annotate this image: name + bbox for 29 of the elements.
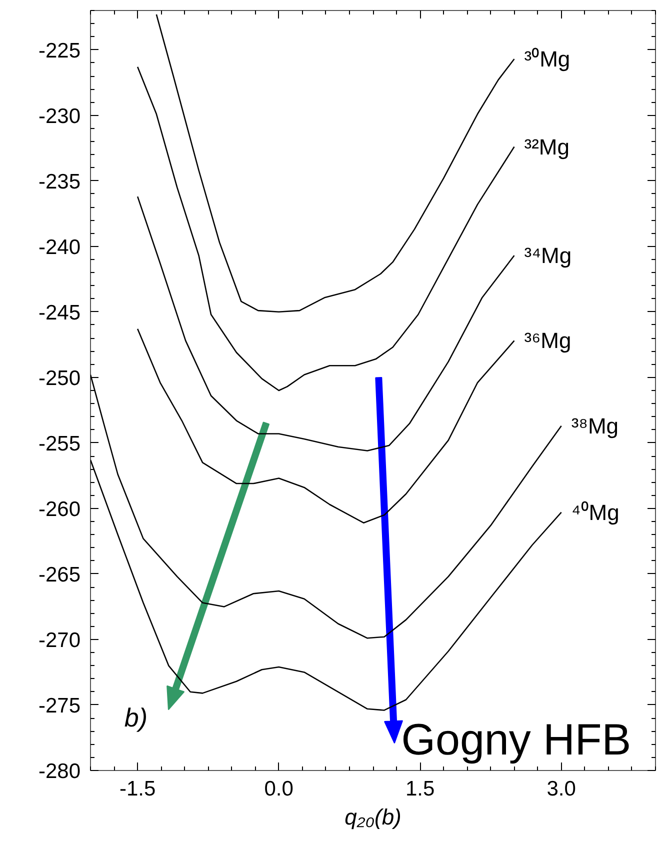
legend-label: ⁴⁰Mg: [571, 500, 620, 525]
line-series: [136, 196, 515, 452]
y-tick-label: -265: [38, 563, 80, 586]
line-series: [156, 14, 515, 313]
x-tick-label: 3.0: [546, 778, 576, 800]
y-tick-label: -255: [38, 432, 80, 456]
series-label: ³⁶Mg: [524, 328, 572, 354]
y-tick-label: -280: [38, 760, 80, 783]
x-tick-label: -1.5: [119, 778, 156, 800]
series-label: ³⁰Mg: [524, 46, 570, 72]
y-tick-label: -230: [38, 104, 80, 128]
x-tick-label: 1.5: [405, 778, 435, 800]
legend-label: ³⁸Mg: [571, 413, 619, 438]
x-tick-label: 0.0: [264, 778, 294, 800]
y-tick-label: -240: [38, 236, 80, 259]
y-tick-label: -235: [38, 170, 80, 194]
annotation: Gogny HFB: [401, 716, 632, 765]
series-label: ³²Mg: [524, 134, 570, 160]
y-tick-label: -270: [38, 628, 80, 652]
annotation: b): [124, 702, 148, 732]
line-series: [136, 328, 515, 524]
x-axis-title: q₂₀(b): [344, 804, 402, 830]
y-tick-label: -260: [38, 498, 80, 521]
series-label: ³⁴Mg: [524, 243, 572, 268]
y-tick-label: -245: [38, 301, 80, 324]
y-tick-label: -225: [38, 39, 80, 62]
y-tick-label: -275: [38, 694, 80, 718]
line-series: [136, 66, 515, 392]
y-tick-label: -250: [38, 366, 80, 390]
